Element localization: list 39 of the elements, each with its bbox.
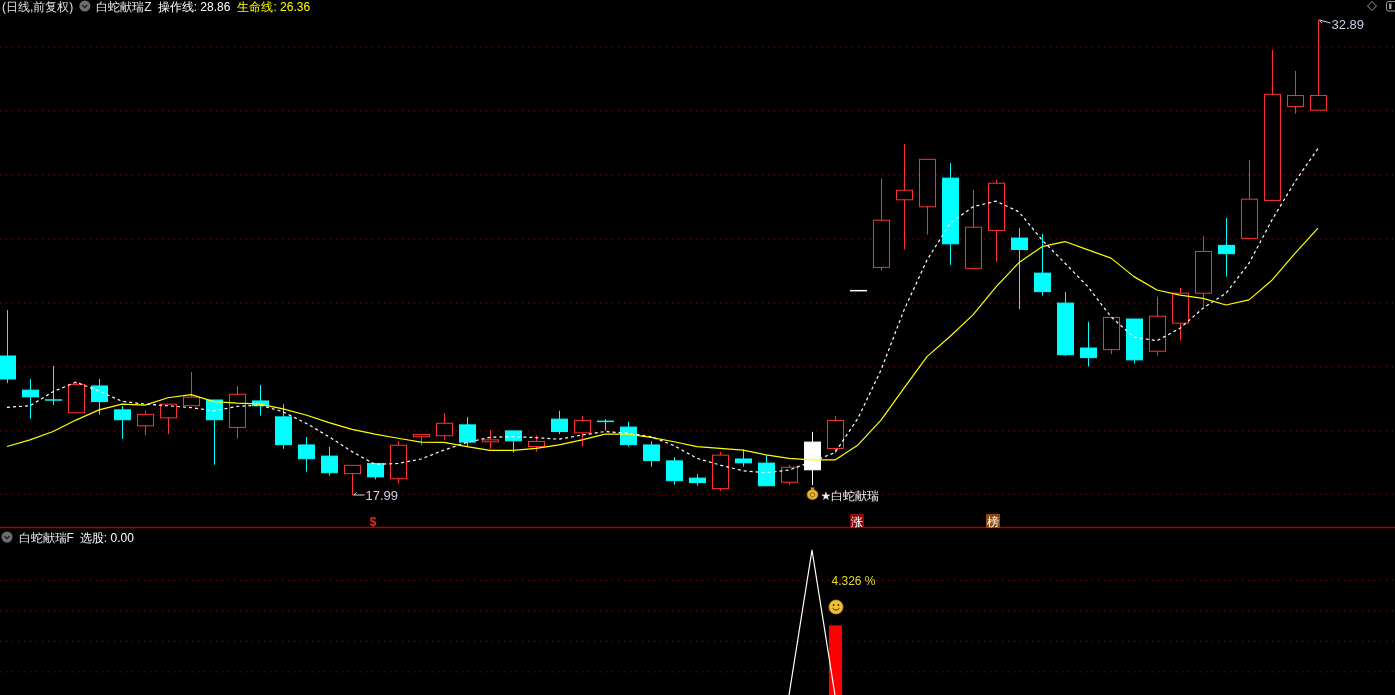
candlestick [113,405,132,440]
candlestick [550,410,569,435]
candlestick [320,446,339,477]
chart-title: (日线,前复权) [2,0,74,14]
annotation: 17.99 [365,487,399,503]
candlestick [757,454,776,487]
candlestick [44,365,63,406]
candlestick [435,412,454,441]
candlestick [21,378,40,420]
candlestick [136,410,155,436]
candlestick [1217,217,1236,278]
candlestick [182,371,201,407]
candlestick [1010,227,1029,310]
candlestick [573,415,592,448]
candlestick [642,440,661,468]
text: $ [369,514,377,529]
candlestick [665,456,684,486]
text: 32.89 [1331,16,1365,32]
text: 选股: 0.00 [79,530,135,545]
candlestick [1079,321,1098,368]
candlestick [0,309,17,384]
candlestick [1286,70,1305,115]
candlestick [297,436,316,473]
legend-title: 白蛇献瑞F [18,530,74,545]
annotation: 4.326 % [831,574,876,588]
legend-title: 白蛇献瑞Z [96,0,152,14]
candlestick [90,378,109,416]
annotation: ★白蛇献瑞 [820,489,880,504]
text: 生命线: 26.36 [237,0,311,14]
candlestick [159,403,178,435]
text: 榜 [987,515,999,528]
candlestick [780,464,799,486]
candlestick [205,399,224,466]
candlestick [481,429,500,450]
candlestick [1033,233,1052,297]
text: 操作线: 28.86 [157,0,231,14]
text: 涨 [851,515,863,528]
candlestick [458,416,477,448]
candlestick [895,143,914,251]
